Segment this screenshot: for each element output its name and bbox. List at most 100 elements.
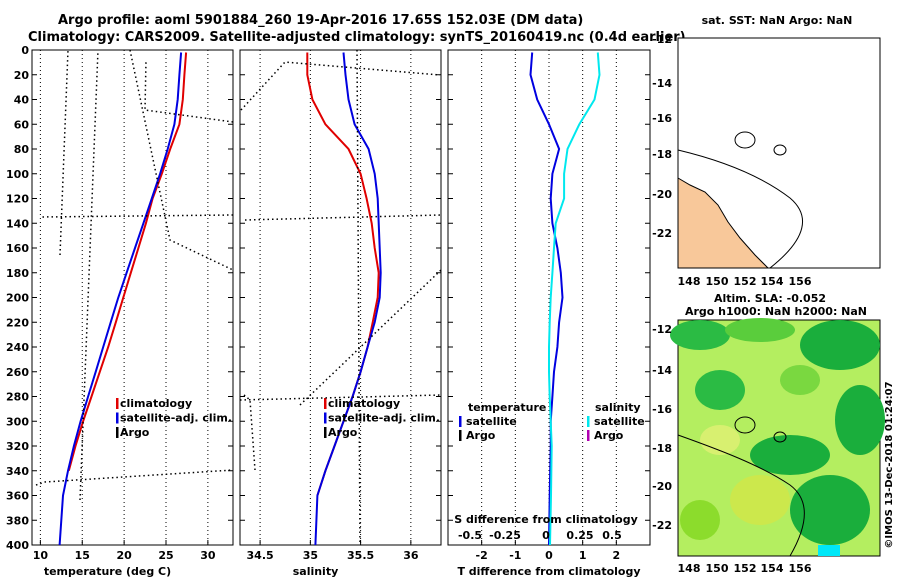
y-tick-label: 360 xyxy=(6,490,29,503)
legend-swatch xyxy=(116,427,119,438)
climatology-envelope-line xyxy=(59,49,69,256)
sla-map-x-tick: 150 xyxy=(706,562,729,575)
legend-entry: Argo xyxy=(120,426,150,439)
sla-map-anomaly-patch xyxy=(670,320,730,350)
sla-map-y-tick: -12 xyxy=(652,323,672,336)
sla-map-y-tick: -22 xyxy=(652,519,672,532)
y-tick-label: 260 xyxy=(6,366,29,379)
x-axis-label-differences: T difference from climatology xyxy=(457,565,640,578)
climatology-envelope-line xyxy=(356,49,361,546)
y-tick-label: 100 xyxy=(6,168,29,181)
climatology-envelope-line xyxy=(239,394,442,401)
y-tick-label: 180 xyxy=(6,267,29,280)
legend-entry: satellite xyxy=(594,415,645,428)
climatology-envelope-line xyxy=(79,49,99,501)
sst-map-y-tick: -12 xyxy=(652,33,672,46)
x-tick-label: 10 xyxy=(33,549,49,562)
climatology-envelope-line xyxy=(240,61,441,111)
sla-map-title-1: Altim. SLA: -0.052 xyxy=(714,292,826,305)
climatology-envelope-line xyxy=(244,214,442,221)
x-tick-label: -2 xyxy=(476,549,488,562)
sst-map-x-tick: 150 xyxy=(706,275,729,288)
imos-credit: ©IMOS 13-Dec-2018 01:24:07 xyxy=(884,381,895,548)
sla-map-y-tick: -18 xyxy=(652,442,672,455)
legend-entry: Argo xyxy=(328,426,358,439)
y-tick-label: 380 xyxy=(6,514,29,527)
sla-map-anomaly-patch xyxy=(780,365,820,395)
legend-swatch xyxy=(324,398,327,409)
legend-swatch xyxy=(324,427,327,438)
sla-map-y-tick: -20 xyxy=(652,480,672,493)
y-tick-label: 340 xyxy=(6,465,29,478)
y-tick-label: 280 xyxy=(6,391,29,404)
sst-map-x-tick: 148 xyxy=(678,275,701,288)
sst-map-y-tick: -22 xyxy=(652,227,672,240)
legend-swatch xyxy=(459,416,462,427)
x-tick-label: 36 xyxy=(403,549,419,562)
legend-swatch xyxy=(459,430,462,441)
top-x-tick-label: -0.5 xyxy=(458,529,482,542)
y-tick-label: 0 xyxy=(21,44,29,57)
x-tick-label: 1 xyxy=(579,549,587,562)
series-line-salinity-satellite-adj-clim- xyxy=(314,52,382,546)
y-tick-label: 240 xyxy=(6,341,29,354)
climatology-envelope-line xyxy=(35,469,234,486)
sla-map-anomaly-patch xyxy=(835,385,885,455)
sla-map-coastline xyxy=(677,434,805,557)
x-tick-label: 25 xyxy=(158,549,173,562)
legend-entry: satellite-adj. clim. xyxy=(120,412,232,425)
x-tick-label: 30 xyxy=(200,549,216,562)
x-axis-label-temperature: temperature (deg C) xyxy=(44,565,171,578)
legend-entry: climatology xyxy=(328,397,400,410)
top-x-tick-label: 0 xyxy=(542,529,550,542)
x-tick-label: 34.5 xyxy=(247,549,274,562)
sst-map-y-tick: -14 xyxy=(652,77,672,90)
top-x-tick-label: -0.25 xyxy=(489,529,521,542)
sla-map-anomaly-patch xyxy=(695,370,745,410)
sla-map-y-tick: -14 xyxy=(652,364,672,377)
y-tick-label: 20 xyxy=(14,69,30,82)
sla-map-anomaly-patch xyxy=(790,475,870,545)
title-line-1: Argo profile: aoml 5901884_260 19-Apr-20… xyxy=(58,13,584,28)
sla-map-x-tick: 148 xyxy=(678,562,701,575)
sst-map-y-tick: -16 xyxy=(652,112,672,125)
climatology-envelope-line xyxy=(299,269,442,406)
legend-header-salinity: salinity xyxy=(595,401,641,414)
y-tick-label: 60 xyxy=(14,118,30,131)
sla-map-y-tick: -16 xyxy=(652,403,672,416)
sla-map-title-2: Argo h1000: NaN h2000: NaN xyxy=(685,305,867,318)
sla-map-x-tick: 152 xyxy=(734,562,757,575)
series-line-temperature-satellite-adj-clim- xyxy=(58,52,183,546)
x-tick-label: 35 xyxy=(303,549,318,562)
sst-map-x-tick: 152 xyxy=(734,275,757,288)
y-tick-label: 220 xyxy=(6,316,29,329)
legend-swatch xyxy=(587,416,590,427)
series-line-temperature-climatology xyxy=(67,52,188,472)
sla-map-anomaly-patch xyxy=(725,318,795,342)
sla-map-anomaly-patch xyxy=(750,435,830,475)
sst-map-reef-contour xyxy=(677,149,804,269)
sst-map-y-tick: -20 xyxy=(652,188,672,201)
sla-map-anomaly-patch xyxy=(680,500,720,540)
legend-swatch xyxy=(587,430,590,441)
x-axis-label-salinity: salinity xyxy=(293,565,339,578)
y-tick-label: 80 xyxy=(14,143,30,156)
x-tick-label: 0 xyxy=(545,549,553,562)
legend-swatch xyxy=(116,412,119,424)
sla-map-x-tick: 156 xyxy=(789,562,812,575)
sst-map-x-tick: 154 xyxy=(761,275,784,288)
plot-frame-temperature xyxy=(31,49,234,546)
legend-swatch xyxy=(116,398,119,409)
y-tick-label: 40 xyxy=(14,94,30,107)
legend-header-temperature: temperature xyxy=(468,401,546,414)
y-tick-label: 160 xyxy=(6,242,29,255)
legend-entry: satellite xyxy=(466,415,517,428)
top-x-tick-label: 0.25 xyxy=(566,529,593,542)
y-tick-label: 140 xyxy=(6,217,29,230)
y-tick-label: 400 xyxy=(6,539,29,552)
x-tick-label: 2 xyxy=(613,549,621,562)
series-line-differences-salinity-satellite xyxy=(548,52,601,546)
sla-map-x-tick: 154 xyxy=(761,562,784,575)
sla-map-anomaly-patch xyxy=(700,425,740,455)
y-tick-label: 200 xyxy=(6,292,29,305)
